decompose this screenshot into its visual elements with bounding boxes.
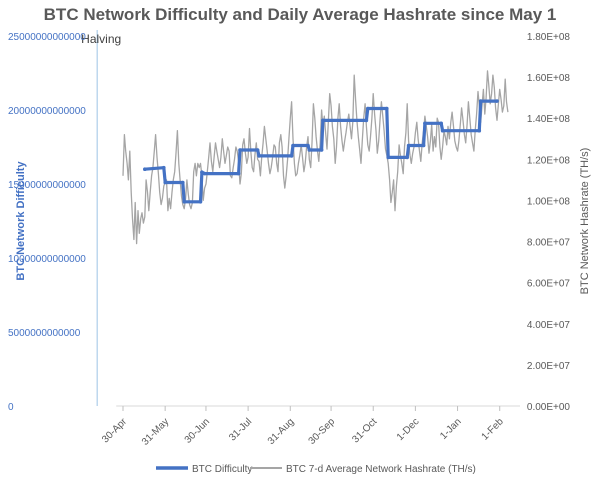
right-tick-label: 0.00E+00	[527, 402, 571, 413]
left-tick-label: 15000000000000	[8, 180, 86, 191]
right-tick-label: 1.00E+08	[527, 196, 571, 207]
difficulty-point	[291, 143, 295, 148]
right-axis-ticks: 0.00E+00 2.00E+07 4.00E+07 6.00E+07 8.00E+07…	[527, 32, 571, 413]
difficulty-point	[257, 154, 261, 158]
difficulty-point	[198, 200, 203, 204]
right-tick-label: 4.00E+07	[527, 320, 571, 331]
difficulty-point	[181, 180, 185, 185]
difficulty-point	[421, 143, 426, 148]
difficulty-point	[386, 155, 391, 160]
difficulty-point	[423, 121, 427, 126]
difficulty-point	[306, 143, 310, 148]
right-tick-label: 1.40E+08	[527, 114, 571, 125]
difficulty-point	[439, 121, 444, 126]
left-tick-label: 0	[8, 402, 14, 413]
right-tick-label: 8.00E+07	[527, 238, 571, 249]
right-tick-label: 6.00E+07	[527, 279, 571, 290]
hashrate-series-line	[122, 70, 509, 245]
chart-title: BTC Network Difficulty and Daily Average…	[44, 5, 557, 24]
right-tick-label: 1.60E+08	[527, 73, 571, 84]
left-tick-label: 25000000000000	[8, 32, 86, 43]
legend-label-hashrate: BTC 7-d Average Network Hashrate (TH/s)	[286, 464, 476, 475]
difficulty-point	[406, 143, 411, 148]
difficulty-point	[366, 106, 370, 111]
halving-annotation: Halving	[81, 32, 121, 46]
difficulty-point	[162, 165, 166, 170]
difficulty-point	[405, 155, 410, 160]
legend-label-difficulty: BTC Difficulty	[192, 464, 252, 475]
left-tick-label: 20000000000000	[8, 106, 86, 117]
difficulty-point	[163, 180, 167, 185]
difficulty-point	[319, 148, 324, 152]
difficulty-point	[364, 118, 369, 123]
right-axis-label: BTC Network Hashrate (TH/s)	[579, 148, 591, 295]
plot-series	[122, 70, 509, 245]
difficulty-point	[321, 118, 325, 123]
difficulty-point	[143, 167, 147, 171]
difficulty-point	[385, 106, 389, 111]
difficulty-point	[182, 200, 186, 204]
difficulty-point	[202, 171, 207, 176]
right-tick-label: 1.80E+08	[527, 32, 571, 43]
right-tick-label: 2.00E+07	[527, 361, 571, 372]
legend: BTC Difficulty BTC 7-d Average Network H…	[156, 464, 476, 475]
difficulty-point	[495, 99, 499, 103]
difficulty-point	[200, 170, 204, 174]
difficulty-point	[255, 148, 260, 152]
left-axis-ticks: 0 5000000000000 10000000000000 150000000000…	[8, 32, 86, 413]
difficulty-point	[307, 148, 312, 152]
left-tick-label: 5000000000000	[8, 328, 81, 339]
difficulty-point	[440, 128, 445, 133]
difficulty-point	[238, 148, 242, 152]
difficulty-point	[478, 99, 483, 103]
difficulty-point	[236, 171, 241, 176]
left-tick-label: 10000000000000	[8, 254, 86, 265]
difficulty-point	[477, 128, 482, 133]
left-axis-label: BTC Network Difficulty	[15, 161, 27, 281]
annotation-layer: Halving	[81, 30, 121, 406]
right-tick-label: 1.20E+08	[527, 155, 571, 166]
difficulty-point	[289, 154, 294, 158]
